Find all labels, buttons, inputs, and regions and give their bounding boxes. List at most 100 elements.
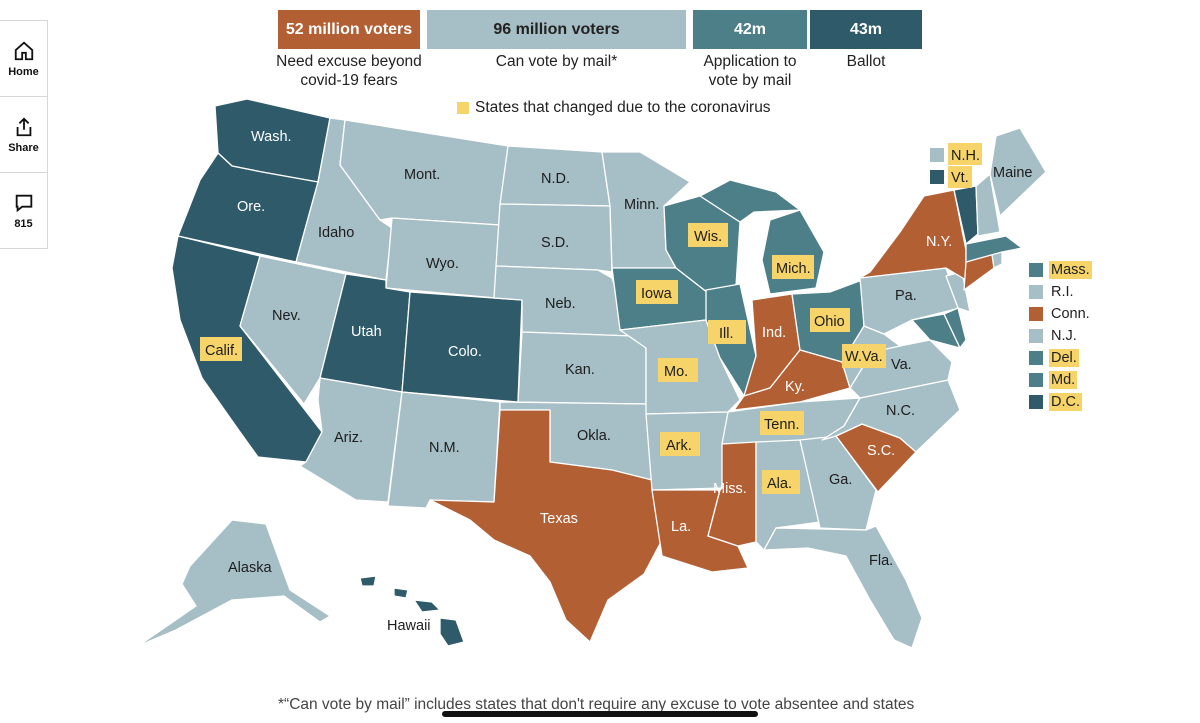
label-ny: N.Y. (926, 234, 952, 250)
label-al: Ala. (767, 476, 792, 492)
label-ia: Iowa (641, 286, 673, 302)
label-tx: Texas (540, 511, 578, 527)
side-legend-ri: R.I. (1029, 282, 1076, 302)
share-label: Share (8, 141, 39, 154)
changed-box-il (708, 320, 746, 344)
state-hi-3[interactable] (393, 587, 409, 599)
label-in: Ind. (762, 325, 786, 341)
label-ks: Kan. (565, 362, 595, 378)
state-hi-2[interactable] (413, 599, 441, 613)
scrollbar[interactable] (442, 711, 758, 717)
label-ar: Ark. (666, 438, 692, 454)
legend-mail-box: 96 million voters (427, 10, 686, 49)
state-hi-1[interactable] (439, 617, 465, 647)
legend-application-caption: Application to vote by mail (703, 53, 797, 89)
label-mo: Mo. (664, 364, 688, 380)
changed-box-ca (200, 337, 242, 361)
label-va: Va. (891, 357, 912, 373)
changed-box-ia (636, 280, 678, 304)
side-legend-md: Md. (1029, 370, 1078, 390)
label-nh: N.H. (951, 148, 980, 164)
home-label: Home (8, 65, 39, 78)
changed-box-mo (658, 358, 698, 382)
state-tx[interactable] (429, 409, 663, 643)
changed-swatch (457, 102, 469, 114)
state-nv[interactable] (239, 255, 347, 405)
swatch-nh (930, 148, 944, 162)
label-fl: Fla. (869, 553, 893, 569)
label-mn: Minn. (624, 197, 659, 213)
label-mt: Mont. (404, 167, 440, 183)
changed-box-nh (948, 143, 982, 165)
label-co: Colo. (448, 344, 482, 360)
label-sc: S.C. (867, 443, 895, 459)
state-me[interactable] (989, 127, 1047, 217)
label-ga: Ga. (829, 472, 852, 488)
legend-application-box: 42m (693, 10, 807, 49)
legend-excuse-box: 52 million voters (278, 10, 420, 49)
label-ky: Ky. (785, 379, 805, 395)
label-wi: Wis. (694, 229, 722, 245)
label-vt: Vt. (951, 170, 969, 186)
label-hi: Hawaii (387, 618, 431, 634)
state-ak[interactable] (137, 519, 331, 647)
changed-box-tn (760, 411, 804, 435)
side-rail: Home Share 815 (0, 20, 48, 249)
label-sd: S.D. (541, 235, 569, 251)
side-legend-ct: Conn. (1029, 304, 1092, 324)
state-de[interactable] (943, 307, 967, 349)
state-fl[interactable] (763, 525, 923, 649)
changed-box-al (762, 470, 800, 494)
legend-mail-caption: Can vote by mail* (495, 53, 618, 70)
legend-excuse-caption: Need excuse beyond covid-19 fears (276, 53, 422, 89)
changed-box-vt (948, 166, 972, 188)
label-ok: Okla. (577, 428, 611, 444)
changed-box-wi (688, 223, 728, 247)
changed-note: States that changed due to the coronavir… (457, 99, 771, 117)
share-icon (16, 116, 31, 136)
label-ms: Miss. (713, 481, 747, 497)
label-mi: Mich. (776, 261, 811, 277)
home-button[interactable]: Home (0, 21, 47, 97)
label-pa: Pa. (895, 288, 917, 304)
label-or: Ore. (237, 199, 265, 215)
state-nc[interactable] (821, 379, 961, 453)
legend-ballot-caption: Ballot (846, 53, 886, 70)
label-nv: Nev. (272, 308, 301, 324)
label-ca: Calif. (205, 343, 238, 359)
state-ma[interactable] (965, 235, 1023, 263)
changed-box-mi (772, 255, 814, 279)
label-wv: W.Va. (845, 349, 883, 365)
swatch-vt (930, 170, 944, 184)
label-nd: N.D. (541, 171, 570, 187)
label-id: Idaho (318, 225, 354, 241)
legend-ballot-box: 43m (810, 10, 922, 49)
state-sd[interactable] (495, 203, 613, 273)
label-tn: Tenn. (764, 417, 799, 433)
changed-box-wv (842, 344, 886, 368)
state-mi[interactable] (761, 209, 825, 295)
label-az: Ariz. (334, 430, 363, 446)
label-ut: Utah (351, 324, 382, 340)
label-ne: Neb. (545, 296, 576, 312)
label-wa: Wash. (251, 129, 292, 145)
state-nh[interactable] (975, 173, 1001, 237)
side-legend-nj: N.J. (1029, 326, 1079, 346)
side-legend-ma: Mass. (1029, 260, 1092, 280)
label-wy: Wyo. (426, 256, 459, 272)
label-il: Ill. (719, 326, 734, 342)
comments-count: 815 (14, 217, 33, 230)
label-nc: N.C. (886, 403, 915, 419)
label-ak: Alaska (228, 560, 272, 576)
comments-button[interactable]: 815 (0, 173, 47, 248)
share-button[interactable]: Share (0, 97, 47, 173)
state-hi-4[interactable] (359, 575, 377, 587)
label-me: Maine (993, 165, 1033, 181)
label-nm: N.M. (429, 440, 460, 456)
changed-box-ar (660, 432, 700, 456)
side-legend-dc: D.C. (1029, 392, 1082, 412)
side-legend-de: Del. (1029, 348, 1079, 368)
comment-icon (15, 194, 32, 212)
home-icon (14, 41, 33, 60)
